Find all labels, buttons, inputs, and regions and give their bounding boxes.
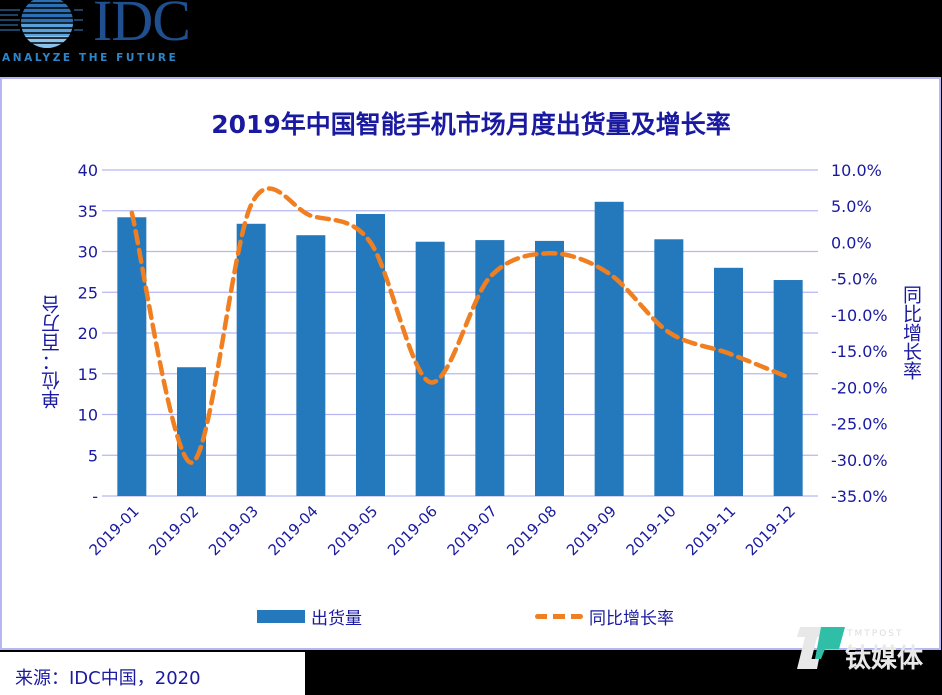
right-axis-tick: -15.0%	[831, 342, 888, 361]
legend-bar-swatch-icon	[257, 610, 305, 623]
bar-shipments	[177, 367, 206, 496]
right-axis-tick: -25.0%	[831, 415, 888, 434]
x-axis-tick: 2019-06	[384, 502, 441, 559]
x-axis-tick: 2019-02	[145, 502, 202, 559]
left-axis-tick: 40	[78, 161, 98, 180]
right-axis-tick: 0.0%	[831, 233, 872, 252]
tmtpost-logo-icon: TMTPOST 钛媒体	[797, 627, 924, 674]
left-axis-tick: 5	[88, 446, 98, 465]
legend-item-growth: 同比增长率	[535, 604, 674, 629]
x-axis-tick: 2019-03	[205, 502, 262, 559]
bar-shipments	[236, 223, 266, 497]
x-axis-tick: 2019-09	[563, 502, 620, 559]
legend-dash-swatch-icon	[535, 614, 583, 619]
bar-shipments	[535, 240, 564, 496]
x-axis-tick: 2019-12	[742, 502, 799, 559]
x-axis-tick: 2019-11	[682, 502, 739, 559]
left-axis-tick: 20	[78, 324, 98, 343]
x-axis-tick: 2019-05	[324, 502, 381, 559]
x-axis-tick: 2019-01	[86, 502, 143, 559]
legend-label-shipments: 出货量	[311, 609, 362, 629]
x-axis-tick: 2019-04	[265, 502, 322, 559]
left-axis-tick: 15	[78, 365, 98, 384]
source-note: 来源：IDC中国，2020	[0, 652, 305, 695]
tmtpost-latin: TMTPOST	[846, 629, 903, 639]
left-axis-tick: 10	[78, 406, 98, 425]
bar-shipments	[773, 280, 803, 496]
legend-label-growth: 同比增长率	[589, 609, 674, 629]
left-axis-tick: -	[92, 487, 98, 506]
legend-item-shipments: 出货量	[257, 604, 362, 629]
bar-shipments	[475, 240, 505, 496]
bar-shipments	[714, 267, 743, 496]
growth-rate-line	[129, 186, 791, 465]
chart-title: 2019年中国智能手机市场月度出货量及增长率	[211, 110, 731, 139]
bar-shipments	[356, 214, 385, 496]
right-axis-tick: -30.0%	[831, 451, 888, 470]
x-axis-tick: 2019-10	[623, 502, 680, 559]
idc-globe-icon	[0, 0, 90, 48]
tmtpost-watermark: TMTPOST 钛媒体	[795, 625, 942, 685]
idc-tagline: ANALYZE THE FUTURE	[2, 52, 179, 64]
x-axis-tick: 2019-08	[503, 502, 560, 559]
bar-shipments	[296, 235, 326, 496]
left-axis-tick: 25	[78, 283, 98, 302]
idc-logo: IDC ANALYZE THE FUTURE	[0, 0, 220, 70]
tmtpost-chinese: 钛媒体	[845, 644, 924, 674]
right-axis-tick: -5.0%	[831, 270, 877, 289]
idc-wordmark: IDC	[93, 0, 191, 53]
bar-shipments	[594, 201, 624, 496]
right-axis-tick: -10.0%	[831, 306, 888, 325]
left-axis-label: 单位：百万台	[41, 295, 63, 409]
right-axis-tick: 10.0%	[831, 161, 882, 180]
left-axis-tick: 30	[78, 243, 98, 262]
bar-shipments	[654, 239, 684, 496]
right-axis-label: 同比增长率	[900, 285, 922, 380]
right-axis-tick: -35.0%	[831, 487, 888, 506]
x-axis-tick: 2019-07	[444, 502, 501, 559]
right-axis-tick: -20.0%	[831, 378, 888, 397]
left-axis-tick: 35	[78, 202, 98, 221]
source-text: 来源：IDC中国，2020	[15, 668, 201, 689]
right-axis-tick: 5.0%	[831, 197, 872, 216]
